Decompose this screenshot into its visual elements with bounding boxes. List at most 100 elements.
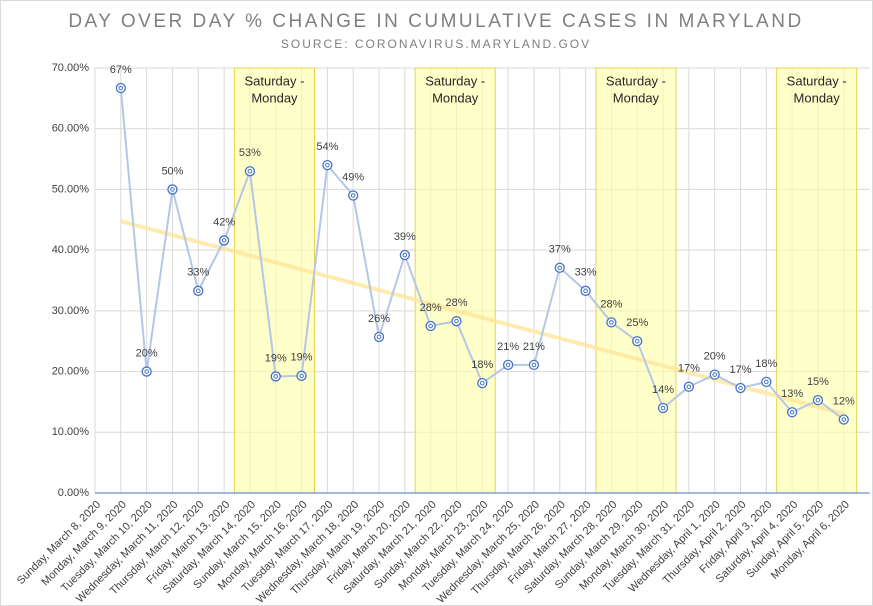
- data-label: 26%: [368, 313, 390, 325]
- marker-outer: [606, 317, 617, 328]
- marker-outer: [167, 184, 178, 195]
- point: [812, 394, 824, 406]
- point: [709, 369, 720, 380]
- data-label: 21%: [523, 341, 545, 353]
- point: [218, 235, 230, 246]
- marker-outer: [115, 82, 126, 94]
- point: [786, 407, 798, 418]
- data-label: 17%: [729, 364, 751, 376]
- marker-inner: [531, 362, 537, 368]
- data-label: 49%: [342, 171, 364, 183]
- point: [735, 382, 746, 394]
- point: [632, 336, 643, 347]
- data-label: 28%: [445, 297, 467, 309]
- data-label: 33%: [575, 267, 597, 279]
- marker-inner: [583, 288, 588, 294]
- marker-outer: [761, 376, 772, 388]
- marker-inner: [170, 187, 175, 192]
- marker-inner: [428, 323, 433, 329]
- marker-outer: [735, 382, 746, 394]
- marker-outer: [141, 366, 152, 377]
- point: [502, 359, 514, 371]
- band-label: Saturday -: [244, 73, 304, 88]
- data-label: 67%: [110, 64, 132, 76]
- y-tick-label: 10.00%: [52, 426, 90, 438]
- data-label: 37%: [549, 244, 571, 256]
- marker-outer: [683, 381, 695, 392]
- point: [838, 414, 849, 425]
- point: [373, 331, 385, 343]
- point: [244, 166, 256, 177]
- marker-outer: [451, 316, 462, 327]
- data-label: 12%: [833, 395, 855, 407]
- data-label: 39%: [394, 231, 416, 243]
- trendline: [120, 219, 845, 416]
- marker-outer: [373, 331, 385, 343]
- marker-inner: [712, 372, 717, 377]
- band-label: Saturday -: [606, 73, 666, 88]
- data-label: 54%: [316, 141, 338, 153]
- point: [477, 377, 488, 389]
- point: [296, 370, 307, 381]
- point: [761, 376, 772, 388]
- point: [322, 159, 333, 171]
- chart-title: DAY OVER DAY % CHANGE IN CUMULATIVE CASE…: [68, 11, 803, 32]
- marker-inner: [247, 168, 253, 174]
- point: [167, 184, 178, 195]
- band-label: Saturday -: [787, 73, 847, 88]
- point: [451, 316, 462, 327]
- marker-outer: [322, 159, 333, 171]
- data-label: 28%: [420, 302, 442, 314]
- marker-inner: [299, 373, 304, 379]
- marker-outer: [812, 394, 824, 406]
- marker-inner: [686, 384, 692, 390]
- marker-outer: [348, 190, 359, 201]
- y-tick-label: 30.00%: [52, 305, 90, 317]
- weekend-band: [233, 67, 315, 494]
- y-tick-label: 0.00%: [58, 487, 89, 499]
- data-label: 13%: [781, 388, 803, 400]
- y-tick-label: 50.00%: [52, 183, 90, 195]
- marker-outer: [786, 407, 798, 418]
- marker-inner: [480, 380, 485, 386]
- weekend-band: [776, 67, 858, 494]
- marker-inner: [118, 85, 124, 91]
- data-label: 14%: [652, 384, 674, 396]
- marker-outer: [709, 369, 720, 380]
- marker-inner: [402, 252, 408, 258]
- marker-outer: [244, 166, 256, 177]
- data-label: 33%: [187, 267, 209, 279]
- data-label: 17%: [678, 363, 700, 375]
- band-label: Monday: [613, 90, 660, 105]
- marker-inner: [376, 334, 382, 340]
- marker-inner: [841, 417, 847, 422]
- point: [348, 190, 359, 201]
- marker-inner: [505, 362, 511, 368]
- marker-outer: [477, 377, 488, 389]
- marker-inner: [325, 162, 330, 168]
- marker-inner: [273, 374, 279, 379]
- marker-outer: [270, 371, 281, 382]
- point: [270, 371, 281, 382]
- marker-inner: [557, 265, 563, 271]
- marker-inner: [738, 385, 743, 391]
- data-label: 28%: [600, 298, 622, 310]
- point: [399, 249, 410, 261]
- data-label: 50%: [161, 165, 183, 177]
- point: [115, 82, 126, 94]
- y-tick-label: 70.00%: [52, 62, 90, 74]
- marker-outer: [838, 414, 849, 425]
- marker-inner: [350, 193, 356, 198]
- data-label: 25%: [626, 317, 648, 329]
- marker-outer: [632, 336, 643, 347]
- weekend-band: [414, 67, 496, 494]
- marker-outer: [554, 262, 565, 273]
- data-label: 19%: [265, 352, 287, 364]
- point: [528, 359, 540, 371]
- marker-inner: [144, 369, 149, 374]
- marker-outer: [425, 320, 436, 332]
- band-label: Saturday -: [425, 73, 485, 88]
- data-label: 20%: [136, 347, 158, 359]
- marker-inner: [660, 405, 666, 411]
- data-label: 19%: [291, 352, 313, 364]
